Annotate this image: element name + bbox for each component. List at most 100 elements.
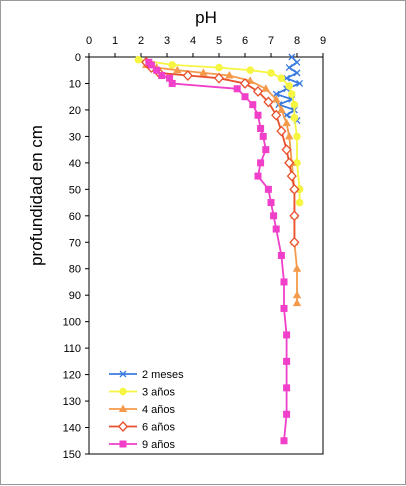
data-point xyxy=(289,183,300,195)
y-tick-label: 90 xyxy=(69,290,81,302)
data-point xyxy=(285,64,293,72)
data-point xyxy=(271,109,282,121)
data-point xyxy=(280,437,288,445)
marker-stroke xyxy=(285,64,293,72)
y-tick-label: 60 xyxy=(69,211,81,223)
legend-marker xyxy=(119,370,127,378)
data-point xyxy=(295,198,304,207)
legend-marker xyxy=(118,404,128,412)
data-point xyxy=(263,96,274,108)
series-line xyxy=(145,61,296,243)
data-point xyxy=(280,304,288,312)
legend-marker xyxy=(119,440,127,448)
legend-item: 9 años xyxy=(109,439,176,451)
data-point xyxy=(241,93,249,101)
data-point xyxy=(249,101,257,109)
series-line xyxy=(138,58,301,203)
data-point xyxy=(290,114,299,122)
legend-label: 9 años xyxy=(142,439,176,451)
data-point xyxy=(280,278,288,286)
y-tick-label: 40 xyxy=(69,158,81,170)
data-point xyxy=(289,236,300,248)
data-point xyxy=(277,105,286,113)
data-point xyxy=(254,111,262,119)
data-point xyxy=(286,170,297,182)
marker-stroke xyxy=(288,53,296,61)
series-layer xyxy=(134,53,304,445)
y-tick-label: 110 xyxy=(63,343,81,355)
data-point xyxy=(147,61,155,69)
legend-label: 6 años xyxy=(142,422,176,434)
data-point xyxy=(283,331,291,339)
data-point xyxy=(267,199,275,207)
data-point xyxy=(134,55,143,64)
x-tick-label: 9 xyxy=(320,35,326,47)
series-6-años xyxy=(141,56,300,248)
data-point xyxy=(285,131,294,140)
data-point xyxy=(261,84,270,92)
series-3-años xyxy=(134,55,304,207)
y-tick-label: 80 xyxy=(69,264,81,276)
y-tick-label: 150 xyxy=(63,449,81,461)
legend-label: 3 años xyxy=(142,387,176,399)
data-point xyxy=(283,384,291,392)
legend-label: 2 meses xyxy=(142,369,184,381)
data-point xyxy=(168,61,176,69)
data-point xyxy=(277,74,286,82)
legend-label: 4 años xyxy=(142,404,176,416)
data-point xyxy=(292,298,302,307)
data-point xyxy=(168,79,176,87)
y-tick-label: 100 xyxy=(63,317,81,329)
data-point xyxy=(290,100,299,109)
marker-stroke xyxy=(296,80,304,87)
data-point xyxy=(283,357,291,365)
y-tick-label: 10 xyxy=(69,78,81,90)
data-point xyxy=(292,290,302,299)
x-tick-label: 7 xyxy=(268,35,274,47)
chart-title: pH xyxy=(195,8,217,27)
data-point xyxy=(293,58,301,66)
data-point xyxy=(225,71,234,79)
data-point xyxy=(282,118,291,127)
marker-stroke xyxy=(288,95,296,103)
data-point xyxy=(289,210,300,222)
y-tick-label: 140 xyxy=(63,423,81,435)
data-point xyxy=(259,132,267,140)
data-point xyxy=(199,68,208,76)
legend: 2 meses 3 años 4 años 6 años 9 años xyxy=(109,369,184,451)
data-point xyxy=(246,66,254,75)
x-tick-label: 6 xyxy=(242,35,248,47)
x-tick-label: 8 xyxy=(294,35,300,47)
marker-stroke xyxy=(119,370,127,378)
x-tick-label: 5 xyxy=(216,35,222,47)
data-point xyxy=(153,66,161,74)
data-point xyxy=(215,63,223,72)
data-point xyxy=(277,252,285,259)
data-point xyxy=(270,212,278,220)
data-point xyxy=(285,82,294,90)
data-point xyxy=(292,264,302,272)
legend-item: 4 años xyxy=(109,404,176,416)
y-tick-label: 0 xyxy=(75,52,81,64)
x-tick-label: 4 xyxy=(190,35,196,47)
data-point xyxy=(272,225,280,233)
data-point xyxy=(213,72,225,84)
data-point xyxy=(293,132,301,141)
data-point xyxy=(166,74,174,82)
y-axis-label: profundidad en cm xyxy=(27,125,46,266)
y-tick-label: 120 xyxy=(63,370,81,382)
y-tick-label: 50 xyxy=(69,184,81,196)
data-point xyxy=(276,125,287,137)
legend-marker xyxy=(119,387,127,396)
data-point xyxy=(288,53,296,61)
data-point xyxy=(158,72,166,80)
data-point xyxy=(281,144,292,156)
data-point xyxy=(252,85,264,97)
data-point xyxy=(283,410,291,418)
x-tick-label: 1 xyxy=(112,35,118,47)
y-tick-label: 130 xyxy=(63,396,81,408)
data-point xyxy=(254,172,262,180)
legend-item: 2 meses xyxy=(109,369,184,381)
